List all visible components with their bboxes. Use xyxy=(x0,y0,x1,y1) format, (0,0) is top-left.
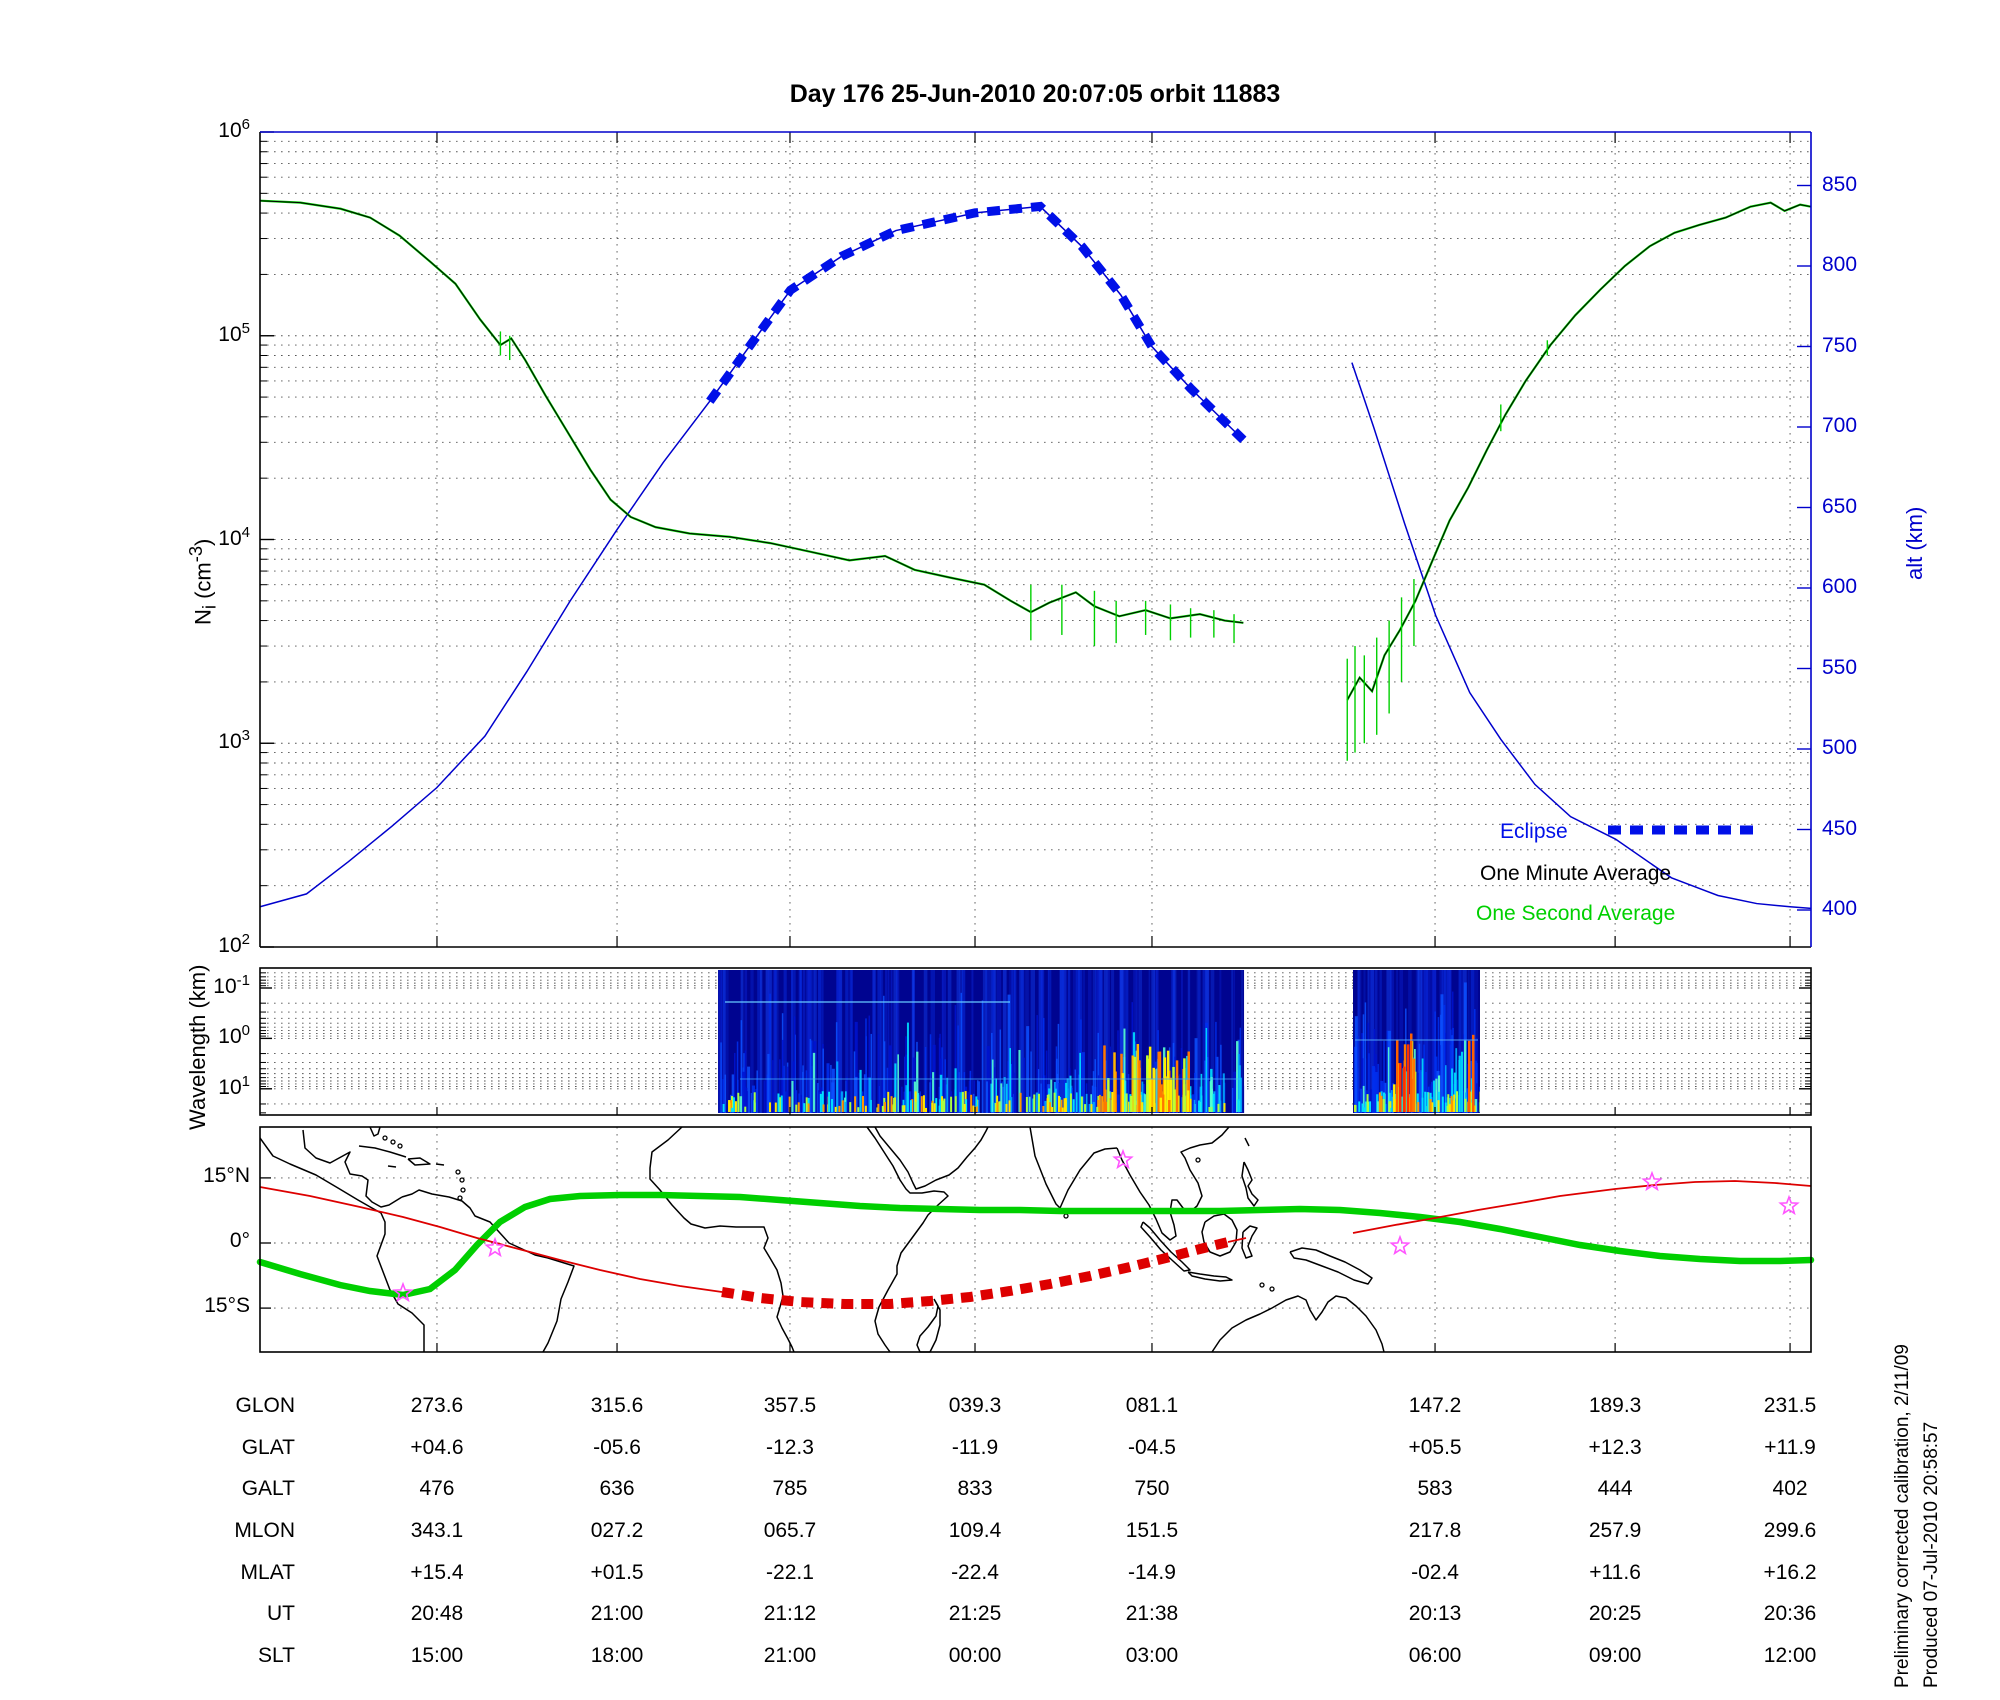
coastline xyxy=(649,1126,795,1353)
coastline xyxy=(874,1126,989,1190)
ground-track-eclipse-dashed xyxy=(721,1237,1230,1309)
coastline xyxy=(369,1126,381,1137)
altitude-curve xyxy=(259,205,1244,908)
coastline xyxy=(1244,1137,1250,1147)
coastline xyxy=(387,1165,397,1168)
island-dot xyxy=(397,1143,403,1149)
coastline xyxy=(302,1129,403,1208)
eclipse-dashed-arc xyxy=(706,201,1247,444)
orbit-star-marker xyxy=(392,1281,414,1303)
coastline xyxy=(401,1189,575,1353)
orbit-star-marker xyxy=(1112,1148,1134,1170)
coastline xyxy=(1211,1295,1385,1353)
coastline xyxy=(866,1126,949,1353)
island-dot xyxy=(390,1139,396,1145)
coastline xyxy=(259,1137,425,1352)
orbit-star-marker xyxy=(484,1236,506,1258)
coastline xyxy=(407,1157,431,1166)
magnetic-equator-track xyxy=(256,1191,1815,1299)
island-dot xyxy=(460,1187,466,1193)
spectrogram-block xyxy=(1352,970,1481,1113)
coastline xyxy=(1187,1271,1233,1282)
island-dot xyxy=(382,1135,388,1141)
alt-axis-title: alt (km) xyxy=(1902,506,1927,580)
note-line-1: Preliminary corrected calibration, 2/11/… xyxy=(1892,1344,1913,1688)
coastline xyxy=(916,1298,941,1353)
island-dot xyxy=(459,1177,465,1183)
orbit-star-marker xyxy=(1641,1170,1663,1192)
one-minute-average-curve xyxy=(1346,202,1812,701)
legend-one-second-label: One Second Average xyxy=(1476,902,1676,925)
orbit-star-marker xyxy=(1389,1234,1411,1256)
orbit-star-marker xyxy=(1778,1194,1800,1216)
island-dot xyxy=(1259,1282,1265,1288)
coastline xyxy=(1029,1126,1118,1209)
island-dot xyxy=(1063,1213,1069,1219)
altitude-curve xyxy=(1351,362,1812,910)
island-dot xyxy=(1195,1157,1201,1163)
coastline xyxy=(1289,1247,1373,1285)
note-line-2: Produced 07-Jul-2010 20:58:57 xyxy=(1921,1421,1942,1688)
ground-track-left xyxy=(259,1186,723,1293)
legend-one-minute-label: One Minute Average xyxy=(1480,862,1672,885)
one-second-average-curve xyxy=(1346,201,1812,701)
coastline xyxy=(1140,1221,1191,1272)
island-dot xyxy=(1269,1286,1275,1292)
plot-title: Day 176 25-Jun-2010 20:07:05 orbit 11883 xyxy=(789,80,1281,108)
legend-eclipse-label: Eclipse xyxy=(1500,820,1568,843)
spectrogram-border xyxy=(259,967,1812,1116)
ni-axis-title: Ni (cm-3) xyxy=(185,538,220,625)
coastline xyxy=(1241,1161,1259,1207)
wavelength-axis-title: Wavelength (km) xyxy=(185,964,210,1130)
coastline xyxy=(1201,1213,1238,1257)
island-dot xyxy=(457,1195,463,1201)
map-border xyxy=(259,1126,1812,1353)
spectrogram-block xyxy=(718,970,1245,1113)
ground-track-right xyxy=(1352,1180,1812,1234)
island-dot xyxy=(455,1169,461,1175)
coastline xyxy=(358,1145,407,1158)
production-note: Preliminary corrected calibration, 2/11/… xyxy=(1888,1344,1946,1688)
coastline xyxy=(1116,1126,1230,1241)
ground-track-tail xyxy=(1227,1237,1247,1243)
coastline xyxy=(435,1163,445,1166)
coastline xyxy=(1241,1225,1258,1259)
